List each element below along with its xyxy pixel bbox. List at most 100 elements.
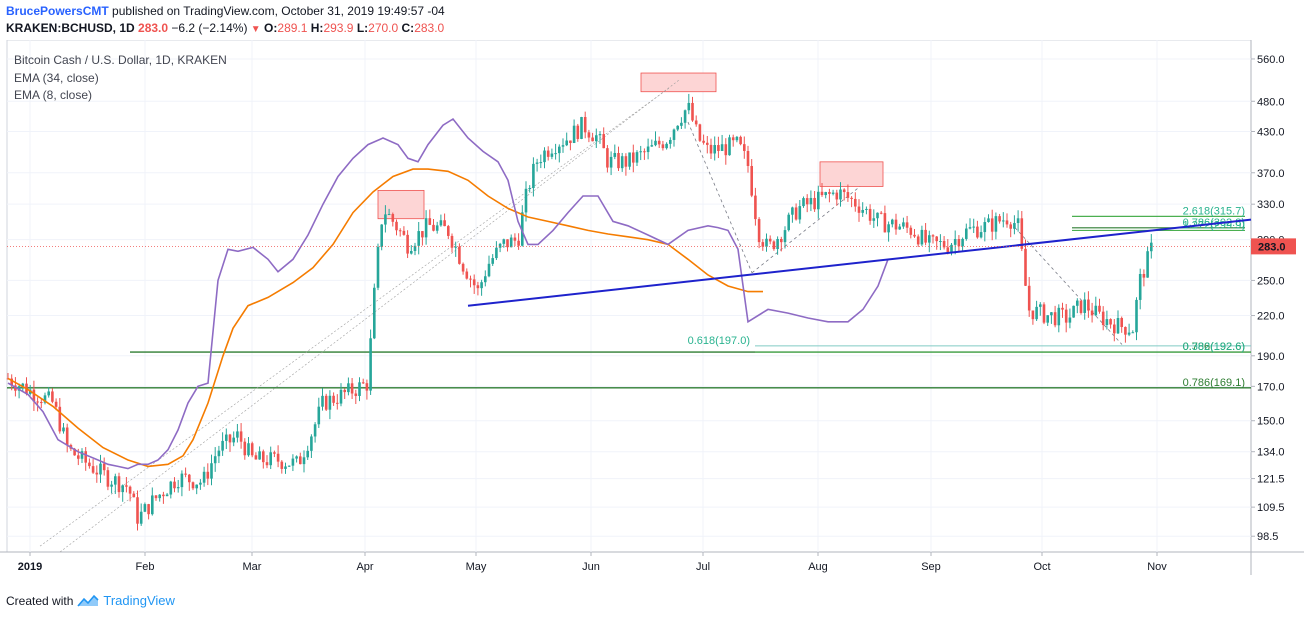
candle-body <box>528 188 531 190</box>
candle-body <box>432 224 435 231</box>
candle-body <box>1076 300 1079 306</box>
candle-body <box>428 218 432 225</box>
candle-body <box>1072 305 1075 318</box>
candle-body <box>1098 305 1101 312</box>
high-value: 293.9 <box>323 21 354 35</box>
tradingview-brand[interactable]: TradingView <box>103 593 175 608</box>
candle-body <box>887 224 890 233</box>
published-line: BrucePowersCMT published on TradingView.… <box>6 4 445 18</box>
candle-body <box>624 156 628 167</box>
time-tick-label: Jun <box>582 561 600 573</box>
candle-body <box>10 378 13 386</box>
candle-body <box>809 197 813 205</box>
candle-body <box>395 221 398 231</box>
candle-body <box>139 511 143 524</box>
candle-body <box>165 494 169 497</box>
candle-body <box>439 220 443 226</box>
ema-lines <box>7 117 889 470</box>
candle-body <box>147 504 150 515</box>
candle-body <box>872 218 876 221</box>
candle-body <box>558 146 561 154</box>
candle-body <box>998 216 1001 222</box>
price-tick-label: 560.0 <box>1257 54 1285 66</box>
candle-body <box>743 144 746 151</box>
candle-body <box>43 395 47 403</box>
candle-body <box>905 222 909 228</box>
candle-body <box>879 212 883 214</box>
candle-body <box>376 246 380 288</box>
candle-body <box>676 125 679 130</box>
candle-body <box>565 140 568 146</box>
candle-body <box>1016 218 1020 224</box>
candle-body <box>680 122 683 126</box>
candle-body <box>210 463 213 479</box>
candle-body <box>591 137 594 142</box>
candle-body <box>1042 304 1046 323</box>
open-label: O: <box>264 21 278 35</box>
tradingview-logo-icon <box>77 594 99 607</box>
candle-body <box>206 471 210 479</box>
candle-body <box>572 125 576 144</box>
candle-body <box>1009 224 1012 229</box>
candle-body <box>32 389 36 402</box>
candle-body <box>643 151 646 153</box>
candle-body <box>469 278 472 280</box>
candle-body <box>73 448 76 456</box>
candle-body <box>902 222 905 227</box>
candle-body <box>805 198 809 205</box>
candle-body <box>561 145 565 147</box>
candle-body <box>169 481 173 495</box>
candle-body <box>861 209 864 213</box>
candle-body <box>132 493 136 498</box>
candle-body <box>646 146 650 153</box>
candle-body <box>506 239 509 248</box>
candle-body <box>1002 220 1005 222</box>
candle-body <box>1061 307 1064 310</box>
price-tick-label: 330.0 <box>1257 199 1285 211</box>
candle-body <box>1105 319 1109 326</box>
candle-body <box>657 140 661 145</box>
candle-body <box>939 241 942 243</box>
candle-body <box>1068 317 1072 323</box>
candle-body <box>384 214 387 225</box>
candle-body <box>820 191 824 196</box>
candle-body <box>306 450 309 458</box>
author-link[interactable]: BrucePowersCMT <box>6 4 109 18</box>
candle-body <box>554 153 557 155</box>
candle-body <box>706 142 709 145</box>
candle-body <box>1046 315 1049 323</box>
down-arrow-icon: ▼ <box>250 24 261 35</box>
candle-body <box>239 431 243 442</box>
candle-body <box>350 383 354 394</box>
candle-body <box>654 140 657 146</box>
candle-body <box>839 189 842 200</box>
candle-body <box>942 241 946 248</box>
candle-body <box>95 472 99 475</box>
candle-body <box>698 124 702 141</box>
candle-body <box>361 382 365 384</box>
candle-body <box>865 208 868 210</box>
candle-body <box>628 152 631 167</box>
quote-line: KRAKEN:BCHUSD, 1D 283.0 −6.2 (−2.14%) ▼ … <box>6 21 444 35</box>
candle-body <box>1146 251 1149 278</box>
candle-body <box>935 236 938 242</box>
candle-body <box>410 250 413 254</box>
candle-body <box>51 391 54 402</box>
candle-body <box>824 192 827 196</box>
plot-area[interactable] <box>6 40 1252 553</box>
candle-body <box>735 136 739 141</box>
candle-body <box>47 391 50 396</box>
candle-body <box>931 235 935 237</box>
price-tick-label: 109.5 <box>1257 502 1285 514</box>
candle-body <box>491 258 494 264</box>
candle-body <box>1057 307 1061 326</box>
candle-body <box>502 239 506 244</box>
candle-body <box>458 246 461 264</box>
candle-body <box>965 228 968 239</box>
candle-body <box>750 165 753 196</box>
candle-body <box>347 383 350 393</box>
time-tick-label: Aug <box>808 561 828 573</box>
channel-line <box>39 87 671 547</box>
candle-body <box>447 226 450 236</box>
price-chart[interactable]: 2.618(315.7)0.786(302.8)1.272(299.9)0.61… <box>0 40 1304 586</box>
